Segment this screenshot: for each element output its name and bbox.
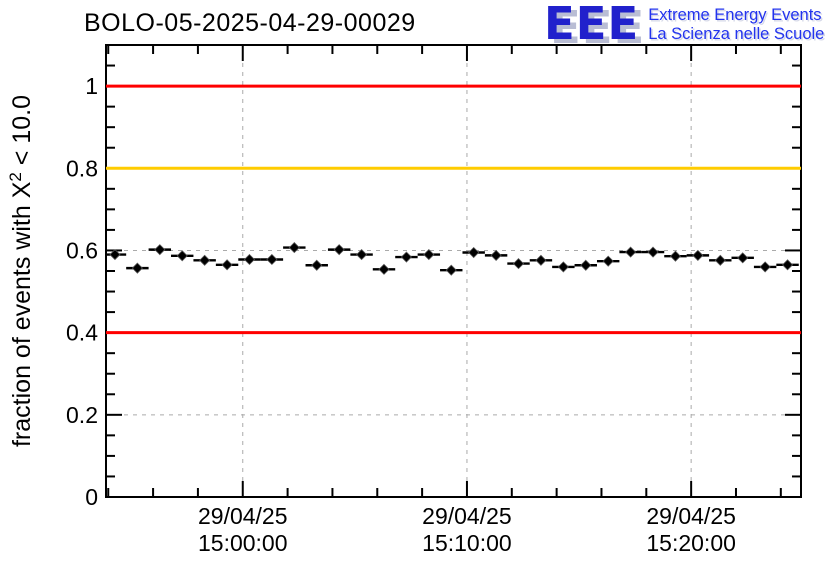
data-point [714,254,726,266]
y-tick-label: 0.4 [66,320,98,346]
data-point [445,264,457,276]
data-point [154,244,166,256]
data-point [131,262,143,274]
data-point [288,242,300,254]
data-point [692,249,704,261]
y-tick-label: 0.2 [66,402,98,428]
data-point [602,255,614,267]
data-point [266,253,278,266]
eee-logo-caption: Extreme Energy Events La Scienza nelle S… [648,4,824,43]
y-tick-label: 0 [85,484,98,510]
data-point [221,259,233,271]
x-tick-label-date: 29/04/25 [198,503,288,529]
data-point [512,258,525,270]
x-tick-label-time: 15:00:00 [198,530,288,556]
data-point [580,259,592,271]
data-point [378,263,390,275]
data-point [781,259,794,271]
eee-logo-line2: La Scienza nelle Scuole [648,24,825,43]
data-point [625,246,637,258]
data-point [759,261,771,273]
eee-logo-acronym: EEE [544,0,640,50]
x-tick-label-time: 15:10:00 [422,530,512,556]
data-point [535,254,547,266]
eee-logo: EEE Extreme Energy Events La Scienza nel… [544,0,824,50]
data-point [109,248,121,261]
y-axis-label: fraction of events with X2 < 10.0 [6,95,36,447]
eee-logo-line1: Extreme Energy Events [648,6,822,24]
data-point [199,254,211,266]
y-tick-label: 0.6 [66,237,98,263]
data-point [243,253,256,266]
data-point [647,246,659,258]
data-point [557,261,569,273]
data-point [669,250,682,262]
data-point [423,248,435,261]
data-point [311,259,323,271]
data-point [400,251,412,263]
data-point [468,246,480,259]
plot-title: BOLO-05-2025-04-29-00029 [84,9,416,37]
data-point [176,250,188,262]
x-tick-label-date: 29/04/25 [646,503,736,529]
data-point [333,244,345,256]
data-point [490,249,502,261]
y-tick-label: 1 [85,73,98,99]
x-tick-label-date: 29/04/25 [422,503,512,529]
x-tick-label-time: 15:20:00 [646,530,736,556]
data-point [737,252,749,264]
data-point [356,248,368,261]
y-tick-label: 0.8 [66,155,98,181]
